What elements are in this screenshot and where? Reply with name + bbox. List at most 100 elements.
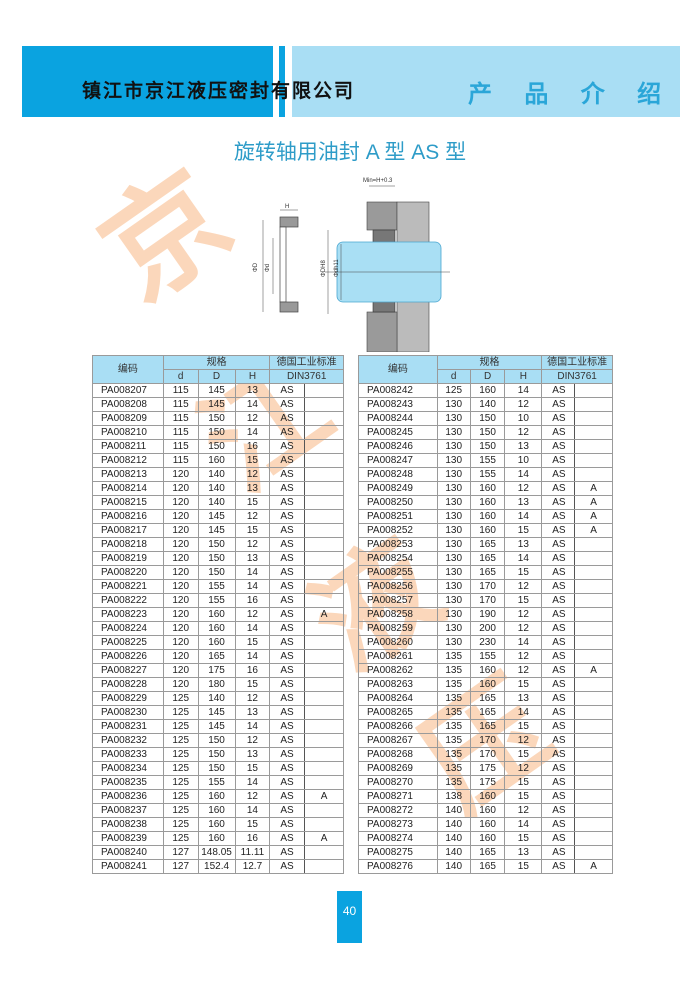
cell-code: PA008252: [358, 523, 438, 538]
cell-a: A: [574, 481, 613, 496]
header-standard: 德国工业标准: [541, 355, 613, 370]
cell-d: 120: [162, 481, 199, 496]
cell-H: 16: [234, 663, 271, 678]
table-row: PA008263 135 160 15 AS: [358, 677, 613, 692]
cell-d: 125: [162, 691, 199, 706]
cell-D: 160: [197, 803, 236, 818]
cell-H: 12: [234, 691, 271, 706]
cell-as: AS: [269, 397, 306, 412]
table-row: PA008252 130 160 15 AS A: [358, 523, 613, 538]
cell-d: 127: [162, 845, 199, 860]
cell-code: PA008265: [358, 705, 438, 720]
cell-as: AS: [541, 831, 576, 846]
cell-d: 125: [162, 817, 199, 832]
cell-D: 165: [469, 845, 506, 860]
cell-D: 165: [469, 859, 506, 874]
cell-d: 130: [436, 537, 471, 552]
page-number: 40: [337, 891, 362, 943]
table-row: PA008218 120 150 12 AS: [92, 537, 344, 552]
cell-d: 135: [436, 761, 471, 776]
cell-H: 14: [504, 383, 543, 398]
cell-as: AS: [541, 579, 576, 594]
cell-D: 145: [197, 523, 236, 538]
cell-a: [304, 411, 344, 426]
cell-d: 120: [162, 551, 199, 566]
cell-D: 165: [197, 649, 236, 664]
cell-d: 127: [162, 859, 199, 874]
cell-H: 12: [504, 761, 543, 776]
cell-code: PA008241: [92, 859, 164, 874]
cell-code: PA008225: [92, 635, 164, 650]
cell-a: [304, 397, 344, 412]
table-row: PA008267 135 170 12 AS: [358, 733, 613, 748]
cell-H: 14: [234, 565, 271, 580]
cell-D: 160: [197, 453, 236, 468]
cell-d: 120: [162, 607, 199, 622]
cell-d: 140: [436, 803, 471, 818]
outer-diameter-label: ΦD: [253, 262, 259, 272]
cell-H: 15: [504, 775, 543, 790]
cell-D: 165: [469, 719, 506, 734]
cell-as: AS: [269, 537, 306, 552]
cell-d: 135: [436, 719, 471, 734]
table-row: PA008236 125 160 12 AS A: [92, 789, 344, 804]
cell-as: AS: [541, 453, 576, 468]
table-row: PA008259 130 200 12 AS: [358, 621, 613, 636]
cell-D: 145: [197, 397, 236, 412]
cell-code: PA008250: [358, 495, 438, 510]
cell-D: 160: [197, 635, 236, 650]
cell-D: 155: [469, 467, 506, 482]
table-row: PA008246 130 150 13 AS: [358, 439, 613, 454]
cell-H: 15: [504, 747, 543, 762]
table-row: PA008248 130 155 14 AS: [358, 467, 613, 482]
cell-as: AS: [541, 705, 576, 720]
header-band-light: [292, 46, 680, 117]
cell-as: AS: [269, 705, 306, 720]
cell-D: 160: [469, 481, 506, 496]
oil-seal-diagram: H ΦD Φd ΦDH8 Φdh11 Min=H+0.3: [253, 178, 450, 352]
cell-D: 150: [197, 411, 236, 426]
cell-a: [304, 621, 344, 636]
cell-as: AS: [269, 663, 306, 678]
cell-D: 155: [197, 579, 236, 594]
cell-a: [304, 691, 344, 706]
cell-code: PA008218: [92, 537, 164, 552]
cell-a: [304, 481, 344, 496]
cell-d: 140: [436, 859, 471, 874]
cell-H: 12: [504, 621, 543, 636]
table-row: PA008214 120 140 13 AS: [92, 481, 344, 496]
cell-a: [574, 551, 613, 566]
table-row: PA008266 135 165 15 AS: [358, 719, 613, 734]
cell-D: 140: [197, 467, 236, 482]
table-row: PA008265 135 165 14 AS: [358, 705, 613, 720]
cell-H: 14: [234, 803, 271, 818]
cell-H: 13: [504, 537, 543, 552]
cell-as: AS: [541, 383, 576, 398]
table-row: PA008213 120 140 12 AS: [92, 467, 344, 482]
table-row: PA008253 130 165 13 AS: [358, 537, 613, 552]
cell-d: 120: [162, 621, 199, 636]
cell-as: AS: [269, 551, 306, 566]
cell-D: 150: [469, 425, 506, 440]
cell-d: 130: [436, 509, 471, 524]
cell-d: 135: [436, 677, 471, 692]
cell-H: 14: [504, 817, 543, 832]
table-row: PA008228 120 180 15 AS: [92, 677, 344, 692]
cell-a: [304, 523, 344, 538]
cell-d: 130: [436, 481, 471, 496]
table-row: PA008238 125 160 15 AS: [92, 817, 344, 832]
cell-code: PA008213: [92, 467, 164, 482]
h-dimension-label: H: [285, 204, 289, 210]
cell-d: 130: [436, 397, 471, 412]
table-row: PA008226 120 165 14 AS: [92, 649, 344, 664]
cell-as: AS: [269, 383, 306, 398]
cell-d: 135: [436, 691, 471, 706]
cell-D: 152.4: [197, 859, 236, 874]
cell-as: AS: [269, 425, 306, 440]
cell-H: 13: [234, 383, 271, 398]
company-name: 镇江市京江液压密封有限公司: [82, 80, 356, 102]
cell-code: PA008264: [358, 691, 438, 706]
table-row: PA008258 130 190 12 AS: [358, 607, 613, 622]
cell-a: [304, 733, 344, 748]
